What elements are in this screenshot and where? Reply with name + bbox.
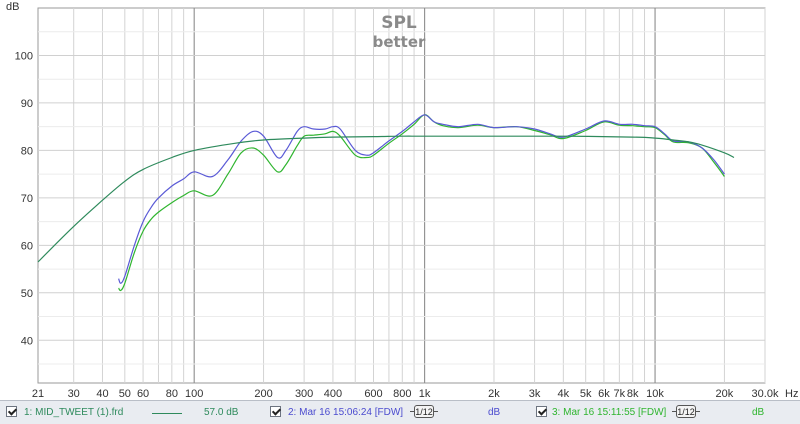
x-tick-label: 300	[295, 388, 313, 400]
y-tick-label: 90	[21, 98, 33, 110]
legend-item-3: 3: Mar 16 15:11:55 [FDW] 1/12 dB	[536, 405, 786, 421]
series-line-3	[118, 114, 725, 292]
series-line-1	[37, 135, 735, 263]
y-tick-label: 50	[21, 288, 33, 300]
legend-3-unit: dB	[752, 407, 765, 418]
chart-title: SPL	[381, 13, 417, 33]
x-tick-label: 60	[137, 388, 149, 400]
y-unit-label: dB	[6, 1, 19, 13]
x-tick-label: 200	[254, 388, 272, 400]
legend-1-label: 1: MID_TWEET (1).frd	[24, 407, 124, 418]
legend-2-unit: dB	[488, 407, 501, 418]
legend-3-label: 3: Mar 16 15:11:55 [FDW]	[552, 407, 667, 418]
series-line-2	[118, 114, 725, 284]
legend-item-2: 2: Mar 16 15:06:24 [FDW] 1/12 dB	[270, 405, 510, 421]
legend-2-smoothing-right-wing	[434, 411, 438, 412]
x-tick-label: 100	[185, 388, 203, 400]
x-tick-label: 6k	[598, 388, 610, 400]
x-tick-label: 30.0k	[752, 388, 779, 400]
legend-1-checkbox[interactable]	[6, 406, 17, 417]
x-tick-label: 30	[68, 388, 80, 400]
x-tick-label: 2k	[488, 388, 500, 400]
x-tick-label: 5k	[580, 388, 592, 400]
x-tick-label: 50	[119, 388, 131, 400]
spl-chart[interactable]: 40 50 60 70 80 90 100 dB 21 30 40 50 60 80 100 200 300 40…	[0, 0, 800, 400]
x-unit-label: Hz	[785, 388, 798, 400]
x-tick-label: 4k	[558, 388, 570, 400]
x-tick-label: 40	[96, 388, 108, 400]
legend-3-smoothing-right-wing	[696, 411, 700, 412]
legend-1-line-swatch	[152, 413, 182, 414]
legend-2-checkbox[interactable]	[270, 406, 281, 417]
y-tick-label: 40	[21, 335, 33, 347]
legend-1-offset[interactable]: 57.0 dB	[204, 407, 239, 418]
x-tick-label: 7k	[614, 388, 626, 400]
y-tick-label: 70	[21, 193, 33, 205]
legend-bar: 1: MID_TWEET (1).frd 57.0 dB 2: Mar 16 1…	[0, 400, 800, 424]
legend-2-label: 2: Mar 16 15:06:24 [FDW]	[288, 407, 404, 418]
x-tick-label: 20k	[716, 388, 734, 400]
y-tick-label: 80	[21, 145, 33, 157]
x-tick-label: 8k	[627, 388, 639, 400]
spl-plot-svg[interactable]: 40 50 60 70 80 90 100 dB 21 30 40 50 60 80 100 200 300 40…	[0, 0, 800, 400]
x-tick-label: 21	[32, 388, 44, 400]
legend-item-1: 1: MID_TWEET (1).frd 57.0 dB	[6, 405, 246, 421]
y-tick-label: 100	[15, 50, 33, 62]
y-tick-label: 60	[21, 240, 33, 252]
legend-2-smoothing-left-wing	[410, 411, 414, 412]
legend-2-smoothing-button[interactable]: 1/12	[414, 405, 434, 418]
legend-3-checkbox[interactable]	[536, 406, 547, 417]
x-tick-label: 80	[166, 388, 178, 400]
x-tick-label: 800	[393, 388, 411, 400]
x-tick-label: 600	[364, 388, 382, 400]
x-tick-label: 1k	[419, 388, 431, 400]
legend-3-smoothing-left-wing	[672, 411, 676, 412]
x-tick-label: 400	[324, 388, 342, 400]
chart-subtitle: better	[373, 33, 426, 51]
x-tick-label: 10k	[646, 388, 664, 400]
x-tick-label: 3k	[529, 388, 541, 400]
plot-frame	[37, 7, 766, 384]
legend-3-smoothing-button[interactable]: 1/12	[676, 405, 696, 418]
